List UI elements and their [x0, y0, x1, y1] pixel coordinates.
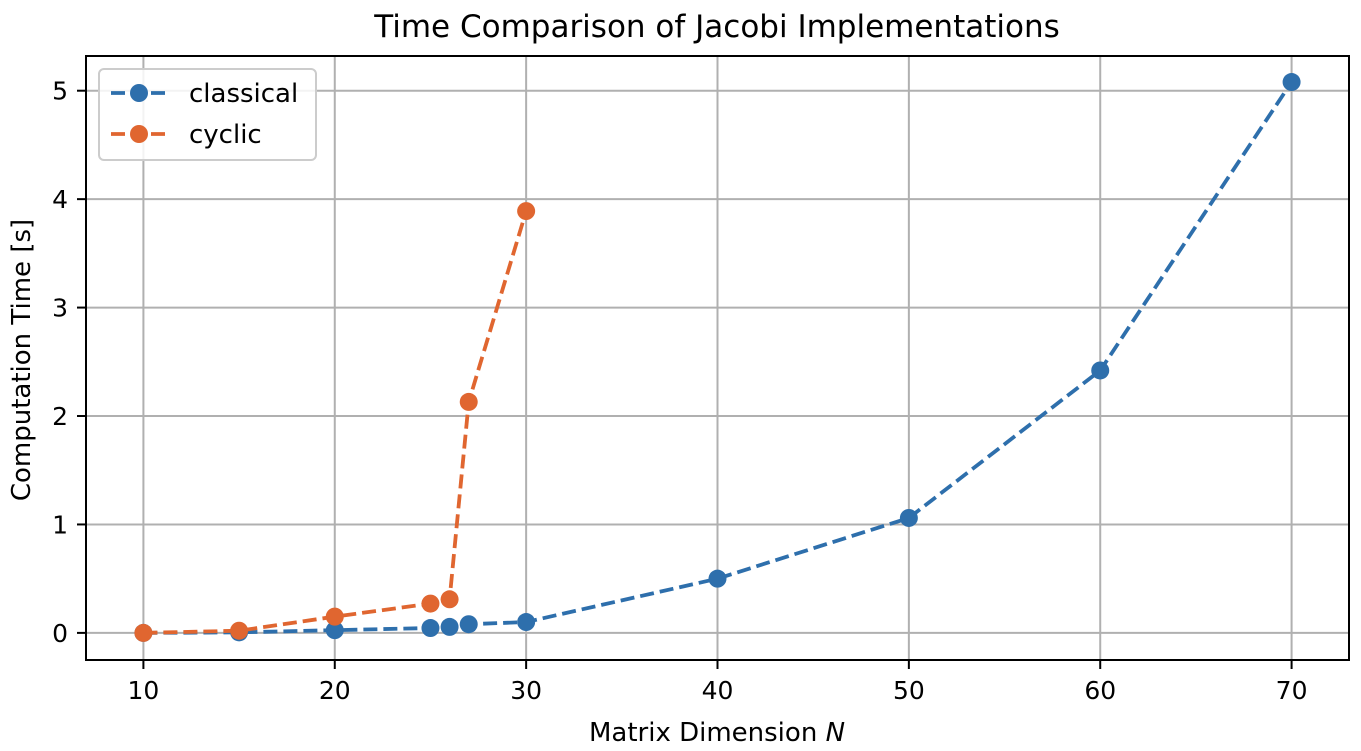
x-tick-label: 20: [319, 676, 351, 705]
legend-label: classical: [189, 79, 298, 109]
y-axis-label: Computation Time [s]: [7, 219, 37, 501]
x-tick-label: 60: [1084, 676, 1116, 705]
data-point: [230, 621, 249, 640]
data-point: [459, 392, 478, 411]
x-axis-label-symbol: N: [826, 718, 845, 748]
legend-entry-classical: classical: [111, 79, 298, 109]
series-cyclic: [134, 202, 536, 642]
data-point: [708, 569, 727, 588]
x-tick-label: 30: [510, 676, 542, 705]
axis-ticks: 10 20 30 40 50 60 70 0 1 2 3 4 5: [52, 77, 1307, 705]
y-tick-label: 1: [52, 510, 68, 539]
data-point: [459, 615, 478, 634]
series-layer: [134, 73, 1301, 642]
data-point: [134, 623, 153, 642]
x-tick-label: 50: [893, 676, 925, 705]
legend-entry-cyclic: cyclic: [111, 120, 262, 150]
data-point: [440, 590, 459, 609]
y-tick-label: 4: [52, 185, 68, 214]
data-point: [440, 617, 459, 636]
x-axis-label-text: Matrix Dimension: [589, 718, 817, 748]
data-point: [899, 508, 918, 527]
x-tick-label: 40: [702, 676, 734, 705]
data-point: [1091, 361, 1110, 380]
data-point: [517, 202, 536, 221]
data-point: [1282, 73, 1301, 92]
x-tick-label: 10: [128, 676, 160, 705]
legend-marker: [130, 125, 148, 143]
y-tick-label: 0: [52, 619, 68, 648]
legend-marker: [130, 84, 148, 102]
chart-title: Time Comparison of Jacobi Implementation…: [373, 9, 1060, 45]
legend: classical cyclic: [98, 68, 317, 161]
grid: [86, 56, 1349, 660]
data-point: [421, 594, 440, 613]
y-tick-label: 5: [52, 77, 68, 106]
data-point: [325, 621, 344, 640]
y-tick-label: 3: [52, 294, 68, 323]
y-tick-label: 2: [52, 402, 68, 431]
x-tick-label: 70: [1276, 676, 1308, 705]
legend-label: cyclic: [189, 120, 262, 150]
data-point: [517, 613, 536, 632]
data-point: [325, 607, 344, 626]
x-axis-label: Matrix Dimension N: [589, 718, 845, 748]
data-point: [421, 619, 440, 638]
